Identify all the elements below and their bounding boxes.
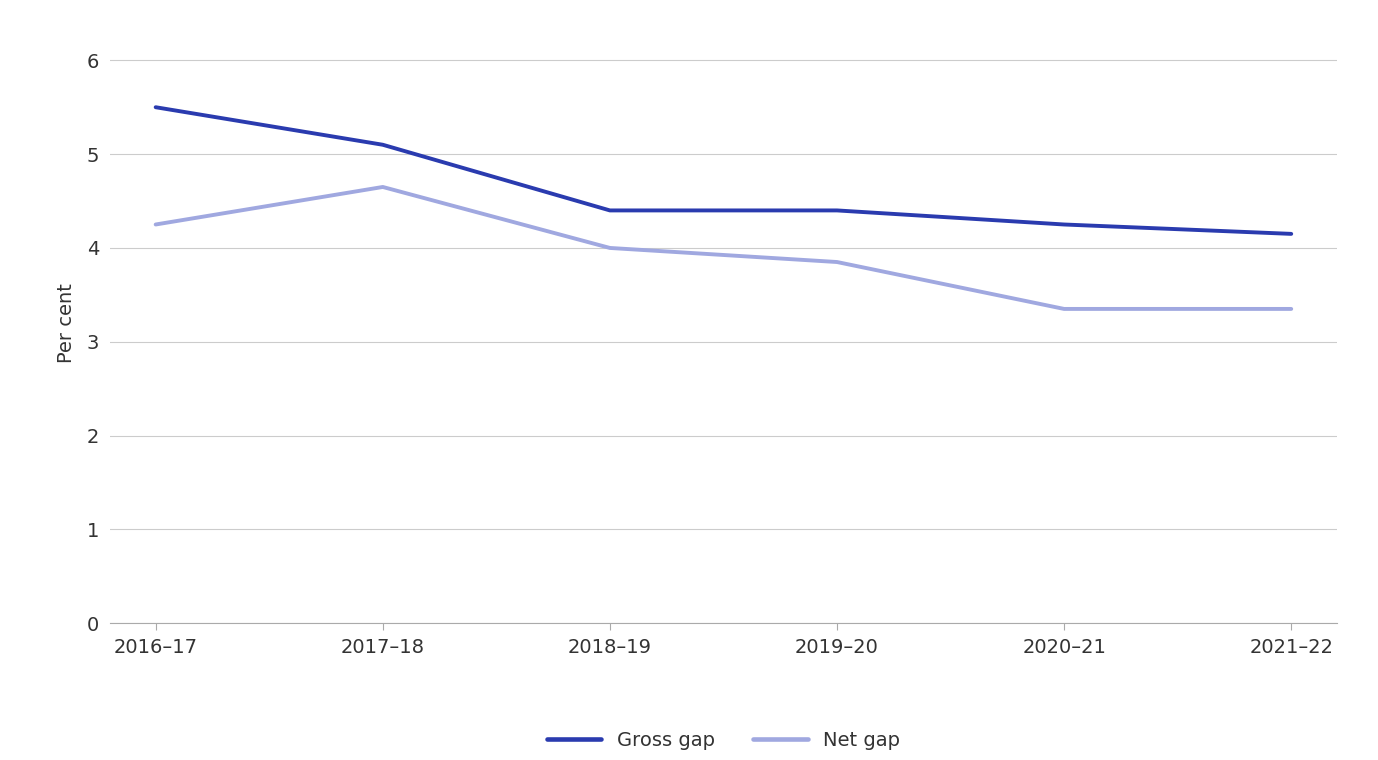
Gross gap	[828, 206, 845, 215]
Net gap	[1283, 304, 1299, 313]
Net gap	[375, 182, 391, 192]
Line: Gross gap: Gross gap	[156, 107, 1291, 234]
Net gap	[828, 258, 845, 267]
Net gap	[147, 220, 164, 229]
Y-axis label: Per cent: Per cent	[56, 283, 76, 363]
Net gap	[1056, 304, 1072, 313]
Gross gap	[1056, 220, 1072, 229]
Gross gap	[602, 206, 619, 215]
Gross gap	[147, 103, 164, 112]
Legend: Gross gap, Net gap: Gross gap, Net gap	[539, 723, 908, 758]
Net gap	[602, 243, 619, 252]
Gross gap	[375, 140, 391, 149]
Gross gap	[1283, 230, 1299, 239]
Line: Net gap: Net gap	[156, 187, 1291, 309]
